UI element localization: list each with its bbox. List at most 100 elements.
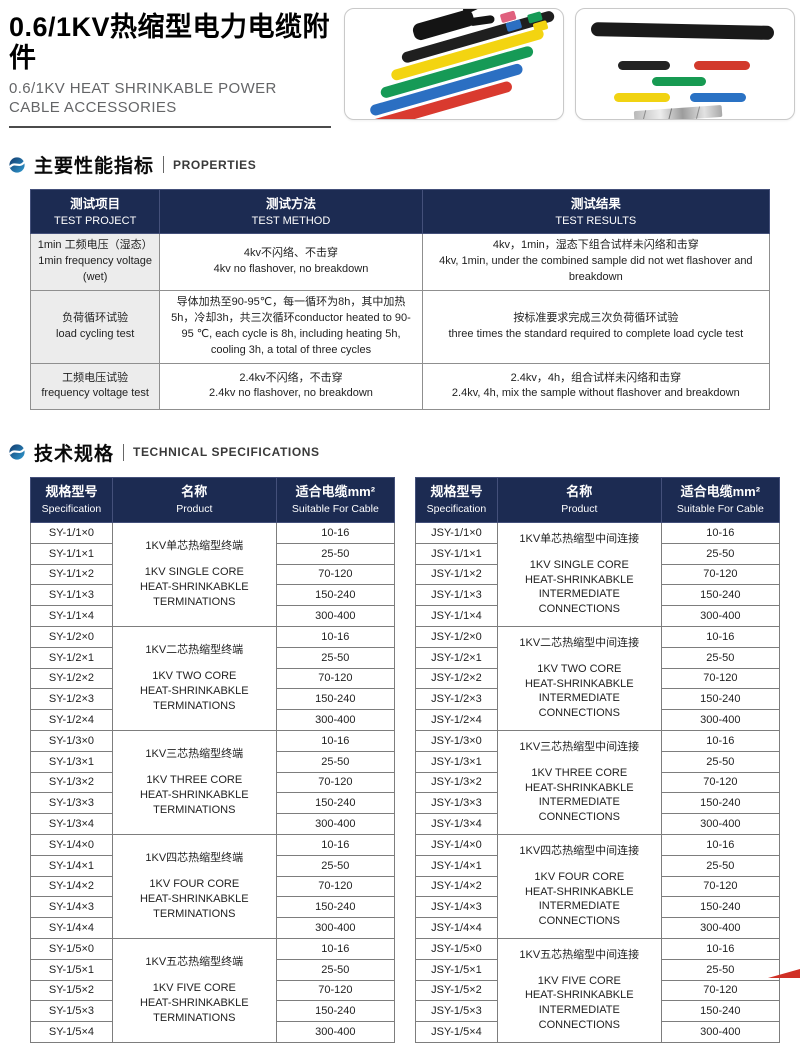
spec-header-row: 规格型号 Specification 名称 Product 适合电缆mm² Su… (30, 476, 396, 523)
spec-row: SY-1/1×2 70-120 (30, 563, 396, 586)
product-name-en: TERMINATIONS (153, 1011, 236, 1024)
properties-section-title-zh: 主要性能指标 (34, 156, 155, 177)
cable-range-cell: 70-120 (660, 979, 781, 1002)
col-header-test-results: 测试结果 TEST RESULTS (421, 188, 771, 235)
model-cell: SY-1/2×0 (30, 625, 113, 648)
cell-text-en: 1min frequency voltage (wet) (38, 255, 153, 284)
model-cell: SY-1/1×2 (30, 563, 113, 586)
model-cell: SY-1/4×3 (30, 896, 113, 919)
cell-text-en: 2.4kv no flashover, no breakdown (209, 387, 373, 400)
product-name-zh: 1KV四芯热缩型中间连接 (519, 844, 640, 857)
spec-row: SY-1/3×2 70-120 (30, 771, 396, 794)
cell-text-zh: 1min 工频电压（湿态） (37, 239, 153, 252)
col-header-specification: 规格型号 Specification (415, 476, 498, 523)
col-header-zh: 名称 (566, 484, 593, 500)
test-project-cell: 1min 工频电压（湿态） 1min frequency voltage (we… (29, 233, 161, 292)
cable-range-cell: 25-50 (660, 542, 781, 565)
product-name-en: HEAT-SHRINKABKLE (524, 677, 634, 690)
product-name-en: TERMINATIONS (153, 907, 236, 920)
product-name-zh: 1KV单芯热缩型终端 (145, 540, 244, 553)
test-method-cell: 4kv不闪络、不击穿 4kv no flashover, no breakdow… (159, 233, 423, 292)
col-header-zh: 名称 (181, 484, 208, 500)
spec-row: SY-1/2×0 1KV二芯热缩型终端 1KV TWO CORE HEAT-SHRIN… (30, 625, 396, 731)
spec-row: JSY-1/2×3 150-240 (415, 688, 781, 711)
product-name-en: HEAT-SHRINKABKLE (524, 885, 634, 898)
col-header-test-project: 测试项目 TEST PROJECT (29, 188, 161, 235)
section-title-divider (163, 156, 165, 173)
connection-kit-illustration (591, 22, 774, 119)
cell-text-en: conductor heated to 90-95 ℃, each cycle … (181, 312, 411, 357)
spec-row: SY-1/2×3 150-240 (30, 688, 396, 711)
product-cell: 1KV单芯热缩型终端 1KV SINGLE CORE HEAT-SHRINKABKL… (111, 521, 277, 627)
product-name-zh: 1KV二芯热缩型中间连接 (519, 636, 640, 649)
product-name-en: INTERMEDIATE CONNECTIONS (538, 900, 620, 928)
product-name-en: HEAT-SHRINKABKLE (524, 781, 634, 794)
product-name-en: 1KV FIVE CORE (152, 982, 236, 995)
cable-range-cell: 300-400 (275, 813, 396, 835)
page-subtitle-line1: 0.6/1KV HEAT SHRINKABLE POWER (9, 80, 277, 98)
product-name-zh: 1KV五芯热缩型终端 (145, 956, 244, 969)
properties-row: 负荷循环试验 load cycling test 导体加热至90-95℃，每一循… (29, 290, 771, 364)
properties-row: 1min 工频电压（湿态） 1min frequency voltage (we… (29, 233, 771, 292)
cell-text-zh: 2.4kv，4h，组合试样未闪络和击穿 (510, 371, 682, 384)
model-cell: SY-1/2×3 (30, 688, 113, 711)
cable-range-cell: 300-400 (660, 605, 781, 627)
spec-table-terminations: 规格型号 Specification 名称 Product 适合电缆mm² Su… (30, 476, 396, 1043)
col-header-en: Specification (426, 503, 487, 516)
cable-range-cell: 70-120 (660, 563, 781, 586)
cable-range-cell: 300-400 (660, 709, 781, 731)
product-cell: 1KV单芯热缩型中间连接 1KV SINGLE CORE HEAT-SHRINKAB… (496, 521, 662, 627)
model-cell: JSY-1/4×2 (415, 875, 498, 898)
product-cell: 1KV三芯热缩型终端 1KV THREE CORE HEAT-SHRINKABKLE… (111, 729, 277, 835)
spec-row: SY-1/3×0 1KV三芯热缩型终端 1KV THREE CORE HEAT-SHR… (30, 729, 396, 835)
cable-tubes-illustration (359, 9, 555, 119)
cable-range-cell: 300-400 (275, 917, 396, 939)
cable-range-cell: 70-120 (660, 875, 781, 898)
model-cell: SY-1/3×4 (30, 813, 113, 835)
page-corner-decoration (768, 969, 800, 978)
col-header-product: 名称 Product (496, 476, 662, 523)
spec-row: SY-1/4×4 300-400 (30, 917, 396, 939)
col-header-en: Suitable For Cable (291, 503, 379, 516)
model-cell: JSY-1/2×1 (415, 646, 498, 669)
section-bullet-icon (9, 156, 25, 173)
product-name-en: INTERMEDIATE CONNECTIONS (538, 588, 620, 616)
cable-range-cell: 300-400 (275, 1021, 396, 1043)
section-bullet-icon (9, 444, 25, 461)
cable-range-cell: 70-120 (275, 771, 396, 794)
cable-range-cell: 10-16 (275, 625, 396, 648)
cell-text-zh: 工频电压试验 (62, 371, 129, 384)
cell-text-en: 4kv no flashover, no breakdown (213, 263, 369, 276)
model-cell: JSY-1/3×2 (415, 771, 498, 794)
spec-row: SY-1/1×4 300-400 (30, 605, 396, 627)
product-name-en: HEAT-SHRINKABKLE (524, 989, 634, 1002)
cable-range-cell: 10-16 (660, 937, 781, 960)
product-photos (344, 8, 795, 120)
spec-row: JSY-1/3×1 25-50 (415, 750, 781, 773)
cable-range-cell: 25-50 (660, 646, 781, 669)
model-cell: SY-1/1×1 (30, 542, 113, 565)
section-title-divider (123, 443, 125, 461)
model-cell: SY-1/4×2 (30, 875, 113, 898)
col-header-en: TEST PROJECT (54, 215, 137, 228)
col-header-zh: 适合电缆mm² (680, 484, 761, 500)
col-header-en: Product (176, 503, 213, 516)
cable-range-cell: 25-50 (660, 854, 781, 877)
cable-range-cell: 150-240 (275, 1000, 396, 1023)
product-name-zh: 1KV二芯热缩型终端 (145, 644, 244, 657)
model-cell: SY-1/4×4 (30, 917, 113, 939)
spec-row: JSY-1/1×0 1KV单芯热缩型中间连接 1KV SINGLE CORE HEAT… (415, 521, 781, 627)
specifications-section-header: 技术规格 TECHNICAL SPECIFICATIONS (9, 439, 800, 466)
specifications-section-title-en: TECHNICAL SPECIFICATIONS (133, 445, 320, 460)
cable-range-cell: 70-120 (275, 875, 396, 898)
spec-row: JSY-1/3×0 1KV三芯热缩型中间连接 1KV THREE CORE HEAT-… (415, 729, 781, 835)
page-header: 0.6/1KV热缩型电力电缆附件 0.6/1KV HEAT SHRINKABLE… (0, 0, 800, 130)
col-header-suitable-cable: 适合电缆mm² Suitable For Cable (275, 476, 396, 523)
test-project-cell: 工频电压试验 frequency voltage test (29, 362, 161, 410)
spec-row: SY-1/1×0 1KV单芯热缩型终端 1KV SINGLE CORE HEAT-SH… (30, 521, 396, 627)
properties-section-title-en: PROPERTIES (173, 157, 257, 172)
cell-text-zh: 负荷循环试验 (62, 312, 129, 325)
properties-header-row: 测试项目 TEST PROJECT 测试方法 TEST METHOD 测试结果 … (29, 188, 771, 235)
spec-row: SY-1/5×0 1KV五芯热缩型终端 1KV FIVE CORE HEAT-SHRI… (30, 937, 396, 1043)
col-header-test-method: 测试方法 TEST METHOD (159, 188, 423, 235)
